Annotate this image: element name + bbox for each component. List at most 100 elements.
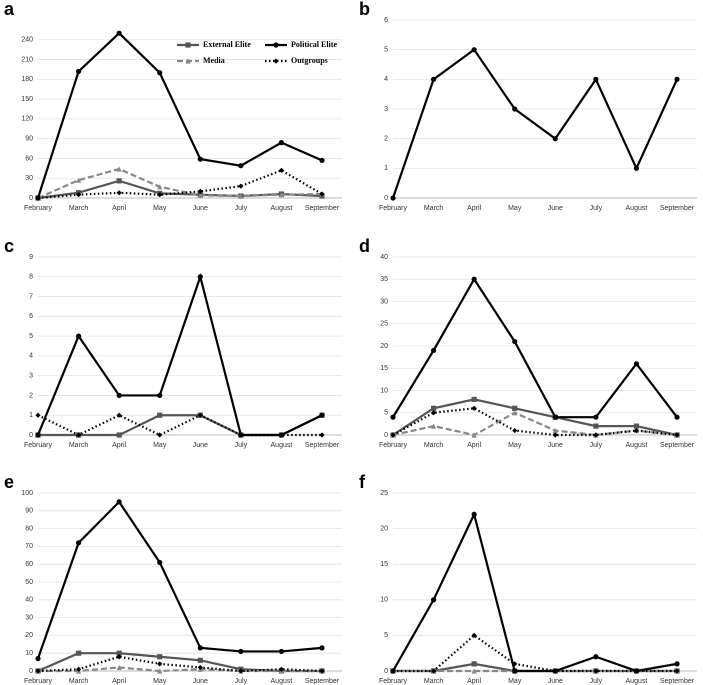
- legend-label: Media: [203, 56, 225, 65]
- marker: [35, 412, 41, 418]
- marker: [197, 412, 203, 418]
- marker: [512, 410, 518, 416]
- series-line: [36, 31, 323, 199]
- marker: [512, 405, 518, 411]
- panel-label: f: [359, 472, 366, 492]
- marker: [633, 165, 640, 171]
- y-tick-label: 4: [29, 353, 33, 360]
- y-tick-label: 20: [380, 343, 388, 350]
- y-tick-label: 20: [25, 632, 33, 639]
- marker: [593, 423, 599, 429]
- marker: [238, 163, 244, 169]
- y-tick-label: 10: [25, 650, 33, 657]
- x-tick-label: March: [424, 678, 444, 685]
- x-tick-label: February: [24, 442, 53, 449]
- marker: [319, 191, 325, 197]
- y-tick-label: 0: [384, 668, 388, 675]
- marker: [116, 30, 122, 36]
- y-tick-label: 5: [384, 410, 388, 417]
- marker: [157, 559, 163, 566]
- marker: [197, 657, 203, 663]
- x-tick-label: July: [235, 205, 248, 212]
- y-tick-label: 40: [25, 597, 33, 604]
- marker: [238, 183, 244, 189]
- marker: [552, 668, 558, 674]
- marker: [674, 661, 680, 667]
- marker: [471, 661, 477, 667]
- x-tick-label: September: [305, 205, 340, 212]
- marker: [512, 427, 518, 434]
- marker: [633, 427, 640, 434]
- y-tick-label: 0: [29, 668, 33, 675]
- marker: [116, 412, 122, 418]
- series-line: [391, 48, 679, 199]
- marker: [319, 412, 325, 418]
- x-tick-label: May: [153, 678, 167, 685]
- marker: [319, 432, 325, 438]
- marker: [278, 140, 285, 146]
- x-tick-label: September: [660, 678, 695, 685]
- y-tick-label: 50: [25, 579, 33, 586]
- series-line: [36, 500, 323, 659]
- x-tick-label: March: [69, 678, 89, 685]
- x-tick-label: August: [626, 678, 648, 685]
- marker: [75, 177, 82, 183]
- marker: [471, 276, 477, 282]
- marker: [430, 410, 437, 416]
- series-line: [393, 634, 677, 673]
- marker: [674, 76, 680, 82]
- marker: [157, 654, 163, 660]
- marker: [633, 361, 640, 367]
- marker: [197, 188, 203, 195]
- marker: [593, 414, 599, 420]
- y-tick-label: 25: [380, 490, 388, 497]
- y-tick-label: 90: [25, 508, 33, 515]
- marker: [390, 668, 396, 674]
- y-tick-label: 80: [25, 525, 33, 532]
- marker: [471, 432, 477, 438]
- panel-label: e: [4, 472, 14, 492]
- y-tick-label: 25: [380, 321, 388, 328]
- y-tick-label: 9: [29, 254, 33, 261]
- x-tick-label: April: [112, 205, 126, 212]
- marker: [116, 654, 122, 660]
- x-tick-label: February: [24, 205, 53, 212]
- x-tick-label: August: [626, 442, 648, 449]
- x-tick-label: August: [271, 442, 293, 449]
- x-tick-label: August: [271, 205, 293, 212]
- marker: [278, 167, 285, 173]
- marker: [116, 190, 122, 196]
- marker: [116, 650, 122, 656]
- y-tick-label: 1: [384, 165, 388, 172]
- marker: [512, 338, 518, 345]
- marker: [75, 540, 82, 546]
- panel-label: d: [359, 236, 370, 256]
- x-tick-label: February: [379, 205, 408, 212]
- marker: [593, 432, 599, 438]
- x-tick-label: August: [271, 678, 293, 685]
- marker: [75, 333, 82, 339]
- y-tick-label: 70: [25, 543, 33, 550]
- marker: [471, 668, 477, 674]
- marker: [157, 70, 163, 76]
- marker: [674, 668, 680, 674]
- marker: [273, 42, 279, 48]
- marker: [157, 432, 163, 438]
- legend-label: Political Elite: [291, 40, 337, 49]
- marker: [238, 668, 244, 674]
- y-tick-label: 1: [29, 412, 33, 419]
- marker: [552, 427, 558, 434]
- marker: [512, 661, 518, 667]
- marker: [471, 405, 477, 411]
- marker: [593, 76, 599, 82]
- y-tick-label: 10: [380, 597, 388, 604]
- panel-label: a: [4, 0, 15, 19]
- x-tick-label: May: [508, 205, 522, 212]
- marker: [278, 648, 285, 655]
- y-tick-label: 100: [21, 490, 33, 497]
- marker: [319, 668, 325, 674]
- x-tick-label: September: [305, 442, 340, 449]
- marker: [35, 195, 41, 201]
- marker: [116, 664, 122, 671]
- marker: [35, 432, 41, 438]
